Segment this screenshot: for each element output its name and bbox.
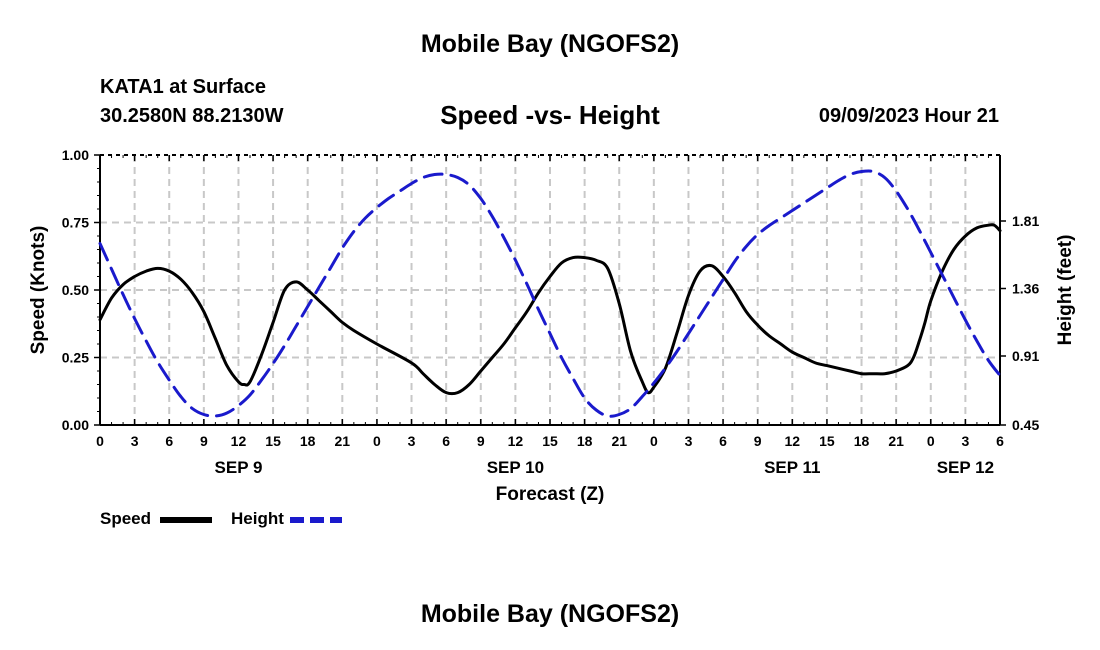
x-tick-label: 6 — [996, 433, 1004, 449]
y2-axis-title: Height (feet) — [1055, 235, 1076, 346]
x-tick-label: 6 — [719, 433, 727, 449]
legend-height-label: Height — [231, 509, 284, 528]
x-tick-label: 0 — [373, 433, 381, 449]
x-tick-label: 21 — [611, 433, 627, 449]
x-tick-label: 9 — [754, 433, 762, 449]
x-tick-label: 3 — [408, 433, 416, 449]
y2-tick-label: 0.45 — [1012, 417, 1039, 433]
series-line-speed — [98, 223, 1002, 396]
x-tick-label: 3 — [685, 433, 693, 449]
date-label: SEP 10 — [487, 458, 544, 477]
x-tick-label: 12 — [785, 433, 801, 449]
station-coordinates: 30.2580N 88.2130W — [100, 105, 284, 127]
date-label: SEP 11 — [764, 458, 820, 477]
footer-title: Mobile Bay (NGOFS2) — [420, 600, 680, 628]
x-tick-label: 9 — [200, 433, 208, 449]
x-tick-label: 12 — [231, 433, 247, 449]
x-tick-label: 21 — [335, 433, 351, 449]
x-tick-label: 0 — [927, 433, 935, 449]
x-tick-label: 0 — [650, 433, 658, 449]
chart-title: Speed -vs- Height — [440, 100, 660, 130]
y-tick-label: 0.50 — [62, 282, 89, 298]
x-tick-label: 6 — [165, 433, 173, 449]
x-tick-label: 3 — [131, 433, 139, 449]
date-label: SEP 9 — [215, 458, 263, 477]
series-line-height — [98, 169, 1002, 418]
y-axis-title: Speed (Knots) — [28, 226, 49, 355]
x-tick-label: 0 — [96, 433, 104, 449]
x-tick-label: 18 — [854, 433, 870, 449]
x-tick-label: 9 — [477, 433, 485, 449]
x-tick-label: 18 — [577, 433, 593, 449]
y-tick-label: 0.75 — [62, 215, 89, 231]
y-tick-label: 0.00 — [62, 417, 89, 433]
x-tick-label: 12 — [508, 433, 524, 449]
y2-tick-label: 1.81 — [1012, 213, 1039, 229]
x-tick-label: 15 — [265, 433, 281, 449]
x-tick-label: 21 — [888, 433, 904, 449]
x-tick-label: 18 — [300, 433, 316, 449]
x-tick-label: 6 — [442, 433, 450, 449]
y-tick-label: 1.00 — [62, 147, 89, 163]
legend-speed-label: Speed — [100, 509, 152, 528]
x-axis-title: Forecast (Z) — [496, 484, 605, 505]
y2-tick-label: 0.91 — [1012, 348, 1039, 364]
station-name: KATA1 at Surface — [100, 76, 266, 98]
x-tick-label: 15 — [542, 433, 558, 449]
x-tick-label: 3 — [961, 433, 969, 449]
chart-series — [98, 169, 1002, 418]
axis-labels: 0 3 6 9 12 15 18 21 0 3 6 9 12 15 18 21 0 3 6 9 12 15 18 21 0 3 60… — [28, 147, 1076, 505]
page-title: Mobile Bay (NGOFS2) — [420, 30, 680, 58]
date-label: SEP 12 — [937, 458, 994, 477]
grid-lines — [100, 155, 1000, 425]
y-tick-label: 0.25 — [62, 350, 89, 366]
x-tick-label: 15 — [819, 433, 835, 449]
chart-axes — [94, 154, 1006, 426]
forecast-datetime: 09/09/2023 Hour 21 — [818, 105, 999, 127]
y2-tick-label: 1.36 — [1012, 281, 1039, 297]
